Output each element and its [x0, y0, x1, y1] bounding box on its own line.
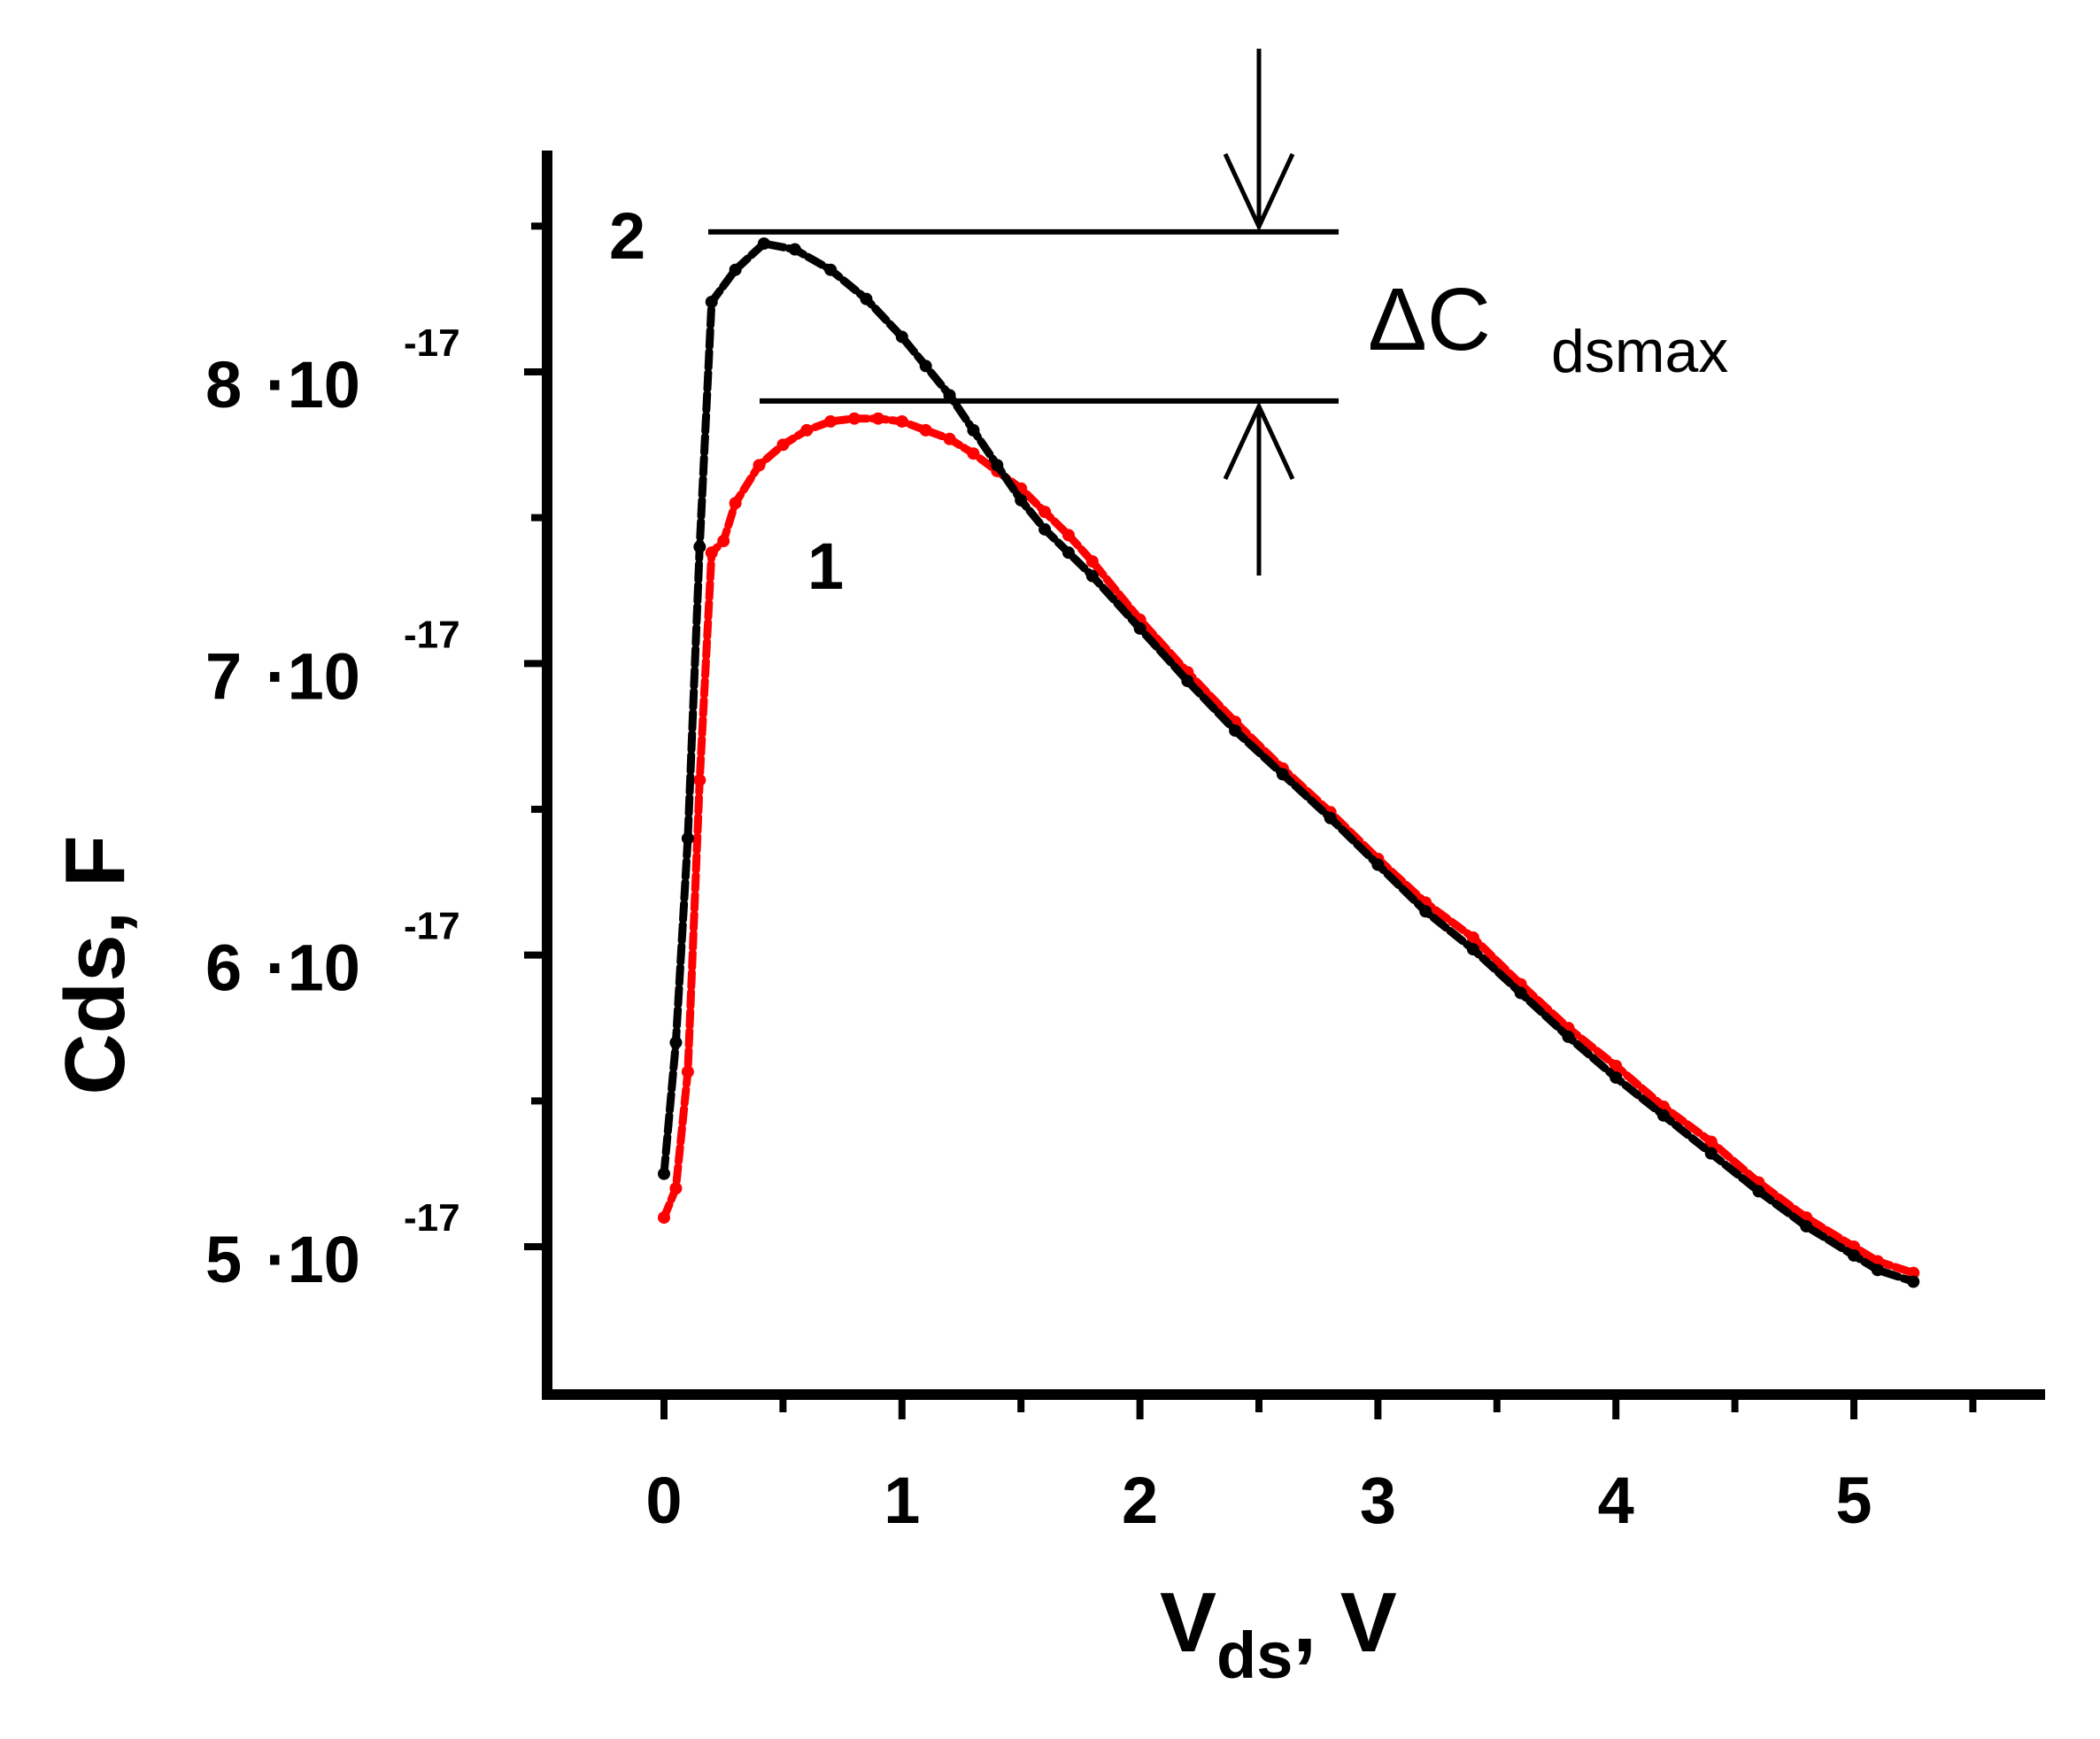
- y-tick-label-exponent: -17: [404, 613, 460, 656]
- series-1-point: [919, 423, 932, 437]
- x-axis-title-sub: ds: [1216, 1619, 1293, 1692]
- series-2-point: [967, 423, 980, 437]
- series-2-point: [860, 292, 873, 305]
- y-tick-label-base: ·10: [266, 639, 360, 713]
- series-1-point: [1466, 931, 1479, 944]
- series-2-point: [919, 359, 932, 373]
- series-1-point: [681, 1065, 694, 1078]
- y-tick-label-mantissa: 8: [205, 348, 242, 421]
- series-line-1: [660, 414, 1918, 1278]
- x-tick-label: 3: [1360, 1464, 1396, 1537]
- x-tick-label: 0: [645, 1464, 682, 1537]
- y-tick-label-mantissa: 6: [205, 931, 242, 1005]
- series-1-point: [705, 546, 718, 560]
- series-1-point: [1907, 1266, 1920, 1279]
- series-2-point: [1800, 1219, 1813, 1233]
- series-2-point: [705, 295, 718, 308]
- y-tick-label-base: ·10: [266, 1223, 360, 1296]
- x-axis-title: Vds, V: [1160, 1575, 1397, 1692]
- series-2-point: [658, 1167, 670, 1180]
- series-group: [658, 237, 1920, 1288]
- series-2-point: [1848, 1248, 1860, 1262]
- curve-label-1: 1: [807, 529, 844, 603]
- series-2-point: [757, 237, 770, 251]
- series-1-point: [669, 1182, 683, 1195]
- series-1-point: [967, 447, 980, 460]
- labels-group: Cds, F Vds, V 0 1 2 3 4 5 5 ·10 -17 6 ·10 -17 7 ·10 -1…: [48, 199, 1872, 1692]
- series-1-point: [753, 459, 766, 472]
- series-1-point: [1038, 506, 1052, 519]
- series-2-point: [1062, 546, 1075, 560]
- series-1-point: [871, 412, 884, 425]
- x-tick-label: 5: [1835, 1464, 1872, 1537]
- upper-arrow-head: [1223, 152, 1295, 232]
- series-1-point: [895, 414, 908, 428]
- series-2-point: [1871, 1264, 1884, 1277]
- curve-label-2: 2: [609, 199, 645, 273]
- series-2-point: [943, 389, 956, 402]
- series-2-point: [1276, 768, 1289, 781]
- series-1-point: [658, 1211, 670, 1225]
- x-tick-label: 2: [1122, 1464, 1158, 1537]
- series-2-point: [1229, 724, 1242, 738]
- series-2-point: [788, 243, 801, 256]
- series-2-point: [991, 459, 1004, 472]
- annotation-group: ΔC dsmax: [708, 49, 1728, 576]
- series-2-point: [1466, 943, 1479, 956]
- series-1-point: [1085, 555, 1099, 568]
- y-tick-label-mantissa: 7: [205, 639, 242, 713]
- delta-c-label: ΔC: [1368, 270, 1491, 369]
- series-2-point: [1371, 858, 1385, 871]
- series-1-point: [717, 535, 730, 548]
- series-2-point: [1085, 569, 1099, 583]
- series-2-point: [1181, 675, 1194, 688]
- series-1-point: [1610, 1059, 1623, 1072]
- series-2-point: [824, 263, 838, 276]
- series-2-point: [729, 263, 742, 276]
- series-2-point: [669, 1036, 683, 1049]
- series-2-point: [1752, 1185, 1765, 1198]
- series-2-point: [1419, 905, 1432, 918]
- y-tick-label-base: ·10: [266, 348, 360, 421]
- series-2-point: [1514, 986, 1527, 1000]
- series-2-point: [681, 831, 694, 845]
- series-2-point: [1562, 1030, 1575, 1043]
- lower-arrow-head: [1223, 400, 1295, 480]
- series-1-point: [1062, 529, 1075, 542]
- series-1-point: [800, 423, 814, 437]
- x-axis-title-unit: , V: [1293, 1575, 1396, 1670]
- y-tick-label-exponent: -17: [404, 321, 460, 365]
- series-2-point: [693, 540, 706, 553]
- y-tick-label-mantissa: 5: [205, 1223, 242, 1296]
- series-1-point: [776, 438, 790, 452]
- x-tick-label: 4: [1598, 1464, 1634, 1537]
- series-2-point: [895, 330, 908, 344]
- series-2-point: [1656, 1109, 1670, 1122]
- series-2-point: [1133, 622, 1147, 635]
- series-2-point: [1015, 493, 1028, 506]
- series-2-point: [1610, 1070, 1623, 1084]
- series-2-point: [1704, 1147, 1718, 1160]
- axes-group: [524, 151, 2045, 1419]
- series-2-point: [1038, 522, 1052, 536]
- series-1-point: [824, 414, 838, 428]
- series-1-point: [693, 774, 706, 787]
- series-2-point: [1324, 811, 1337, 824]
- series-1-point: [848, 412, 861, 425]
- x-axis-title-main: V: [1160, 1575, 1216, 1670]
- series-1-point: [1704, 1135, 1718, 1148]
- y-axis-title: Cds, F: [48, 835, 143, 1094]
- delta-c-subscript: dsmax: [1551, 318, 1728, 385]
- y-tick-label-base: ·10: [266, 931, 360, 1005]
- y-tick-label-exponent: -17: [404, 1196, 460, 1240]
- x-tick-label: 1: [884, 1464, 920, 1537]
- series-1-point: [943, 432, 956, 445]
- series-2-point: [1907, 1275, 1920, 1288]
- y-tick-label-exponent: -17: [404, 905, 460, 948]
- series-1-point: [729, 497, 742, 510]
